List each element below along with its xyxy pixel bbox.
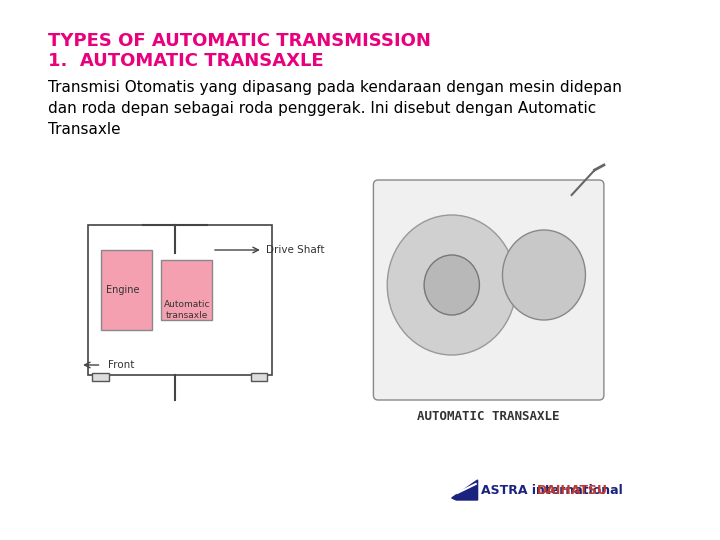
Text: Engine: Engine <box>106 285 140 295</box>
Text: Drive Shaft: Drive Shaft <box>266 245 324 255</box>
Bar <box>102 250 152 330</box>
Bar <box>92 373 109 381</box>
Text: ASTRA international: ASTRA international <box>481 484 627 497</box>
Text: TYPES OF AUTOMATIC TRANSMISSION: TYPES OF AUTOMATIC TRANSMISSION <box>48 32 431 50</box>
Text: 1.  AUTOMATIC TRANSAXLE: 1. AUTOMATIC TRANSAXLE <box>48 52 323 70</box>
Polygon shape <box>451 480 477 500</box>
Text: Transmisi Otomatis yang dipasang pada kendaraan dengan mesin didepan
dan roda de: Transmisi Otomatis yang dipasang pada ke… <box>48 80 622 137</box>
Circle shape <box>503 230 585 320</box>
Bar <box>161 260 212 320</box>
Circle shape <box>424 255 480 315</box>
Circle shape <box>387 215 516 355</box>
Text: AUTOMATIC TRANSAXLE: AUTOMATIC TRANSAXLE <box>418 410 560 423</box>
Bar <box>88 225 272 375</box>
Text: DAIHATSU: DAIHATSU <box>536 484 608 497</box>
Bar <box>251 373 267 381</box>
FancyBboxPatch shape <box>374 180 604 400</box>
Text: Automatic
transaxle: Automatic transaxle <box>164 300 210 320</box>
Text: Front: Front <box>108 360 134 370</box>
